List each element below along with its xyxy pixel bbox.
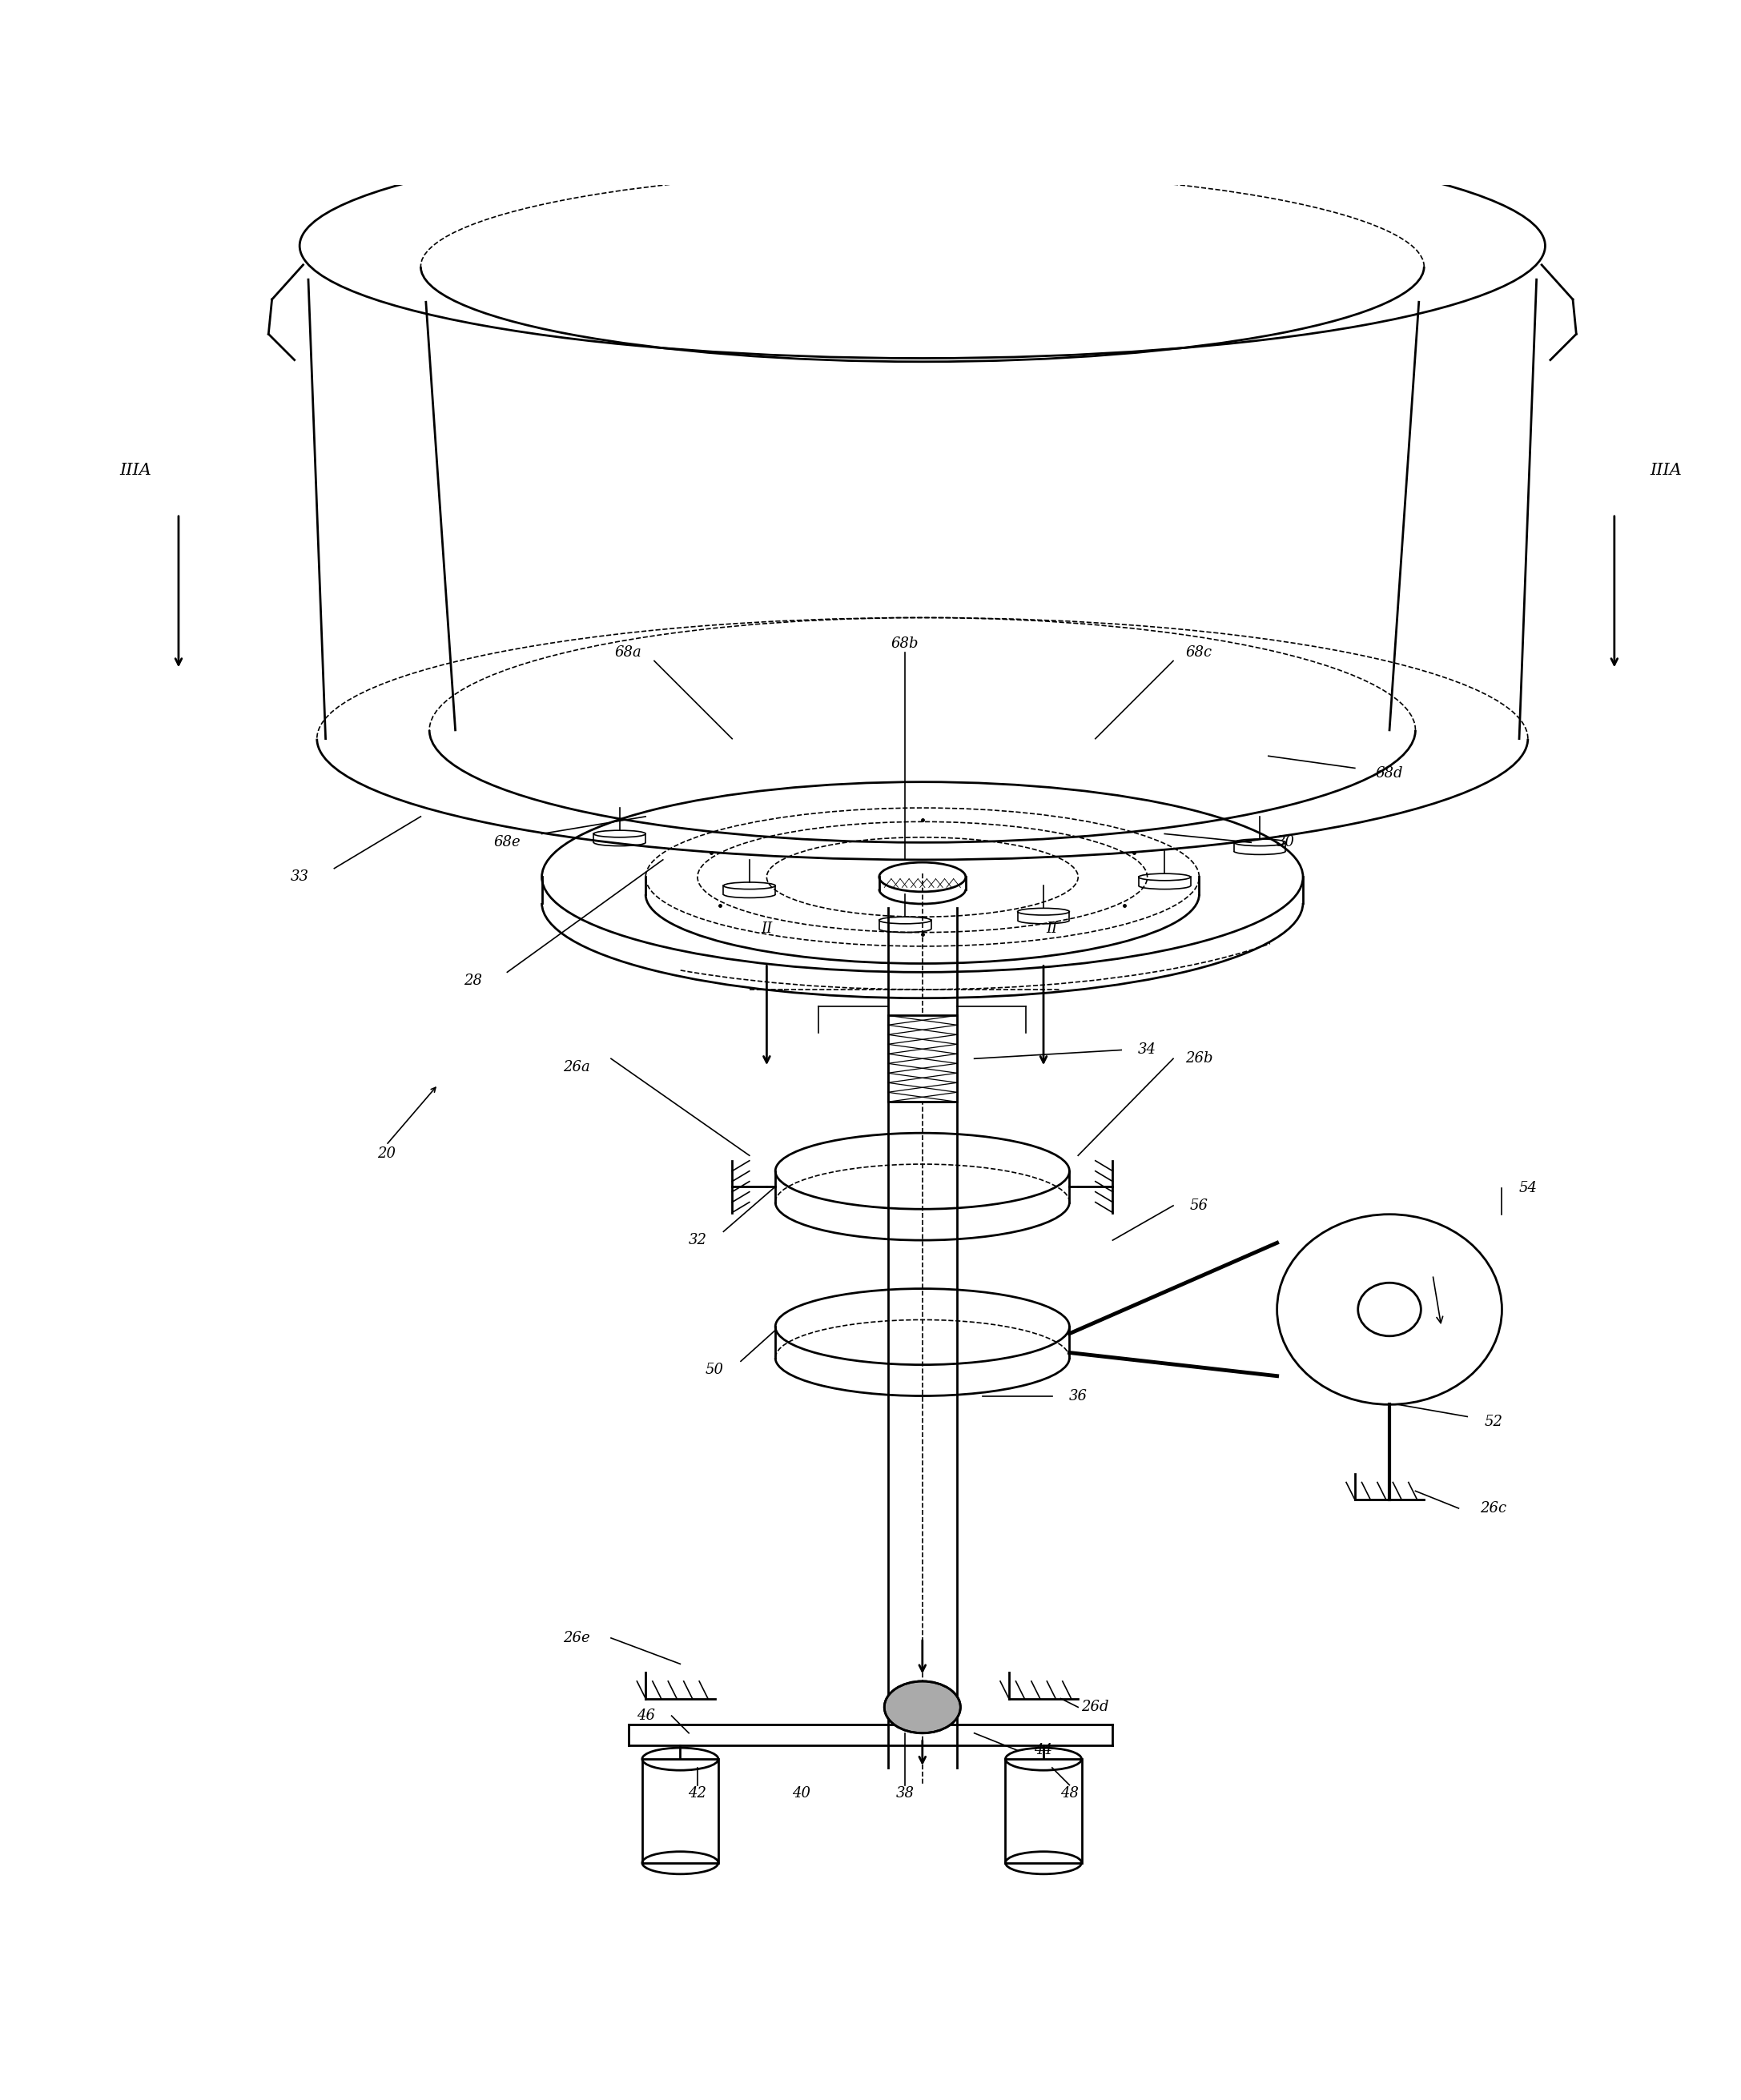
- Bar: [642, 1760, 719, 1863]
- Text: 26d: 26d: [1081, 1701, 1109, 1714]
- Text: 68d: 68d: [1375, 766, 1403, 781]
- Text: 34: 34: [1139, 1044, 1156, 1056]
- Text: 40: 40: [792, 1787, 811, 1802]
- Text: 44: 44: [1034, 1743, 1053, 1758]
- Text: IIIA: IIIA: [120, 462, 151, 479]
- Text: 50: 50: [705, 1363, 724, 1378]
- Text: 38: 38: [897, 1787, 914, 1802]
- Text: 26e: 26e: [562, 1632, 590, 1644]
- Text: II: II: [1046, 922, 1059, 937]
- Text: 68c: 68c: [1186, 645, 1212, 659]
- Text: 33: 33: [291, 869, 308, 884]
- Text: 30: 30: [1276, 836, 1295, 851]
- Text: 68b: 68b: [891, 636, 919, 651]
- Text: 42: 42: [688, 1787, 707, 1802]
- Text: II: II: [761, 922, 773, 937]
- Text: 26c: 26c: [1480, 1502, 1506, 1516]
- Text: 68a: 68a: [615, 645, 642, 659]
- Ellipse shape: [884, 1682, 961, 1732]
- Bar: [1006, 1760, 1081, 1863]
- Text: 48: 48: [1060, 1787, 1079, 1802]
- Text: 46: 46: [637, 1709, 655, 1722]
- Text: 56: 56: [1189, 1199, 1208, 1214]
- Text: 68e: 68e: [494, 836, 521, 851]
- Bar: [888, 1016, 958, 1102]
- Text: 26b: 26b: [1186, 1052, 1213, 1067]
- Text: 54: 54: [1518, 1180, 1537, 1195]
- Text: 32: 32: [688, 1233, 707, 1247]
- Text: 28: 28: [463, 974, 482, 987]
- Text: 26a: 26a: [562, 1060, 590, 1075]
- Text: 20: 20: [376, 1147, 395, 1161]
- Text: 52: 52: [1483, 1415, 1502, 1428]
- Text: 36: 36: [1069, 1388, 1088, 1403]
- Text: IIIA: IIIA: [1650, 462, 1682, 479]
